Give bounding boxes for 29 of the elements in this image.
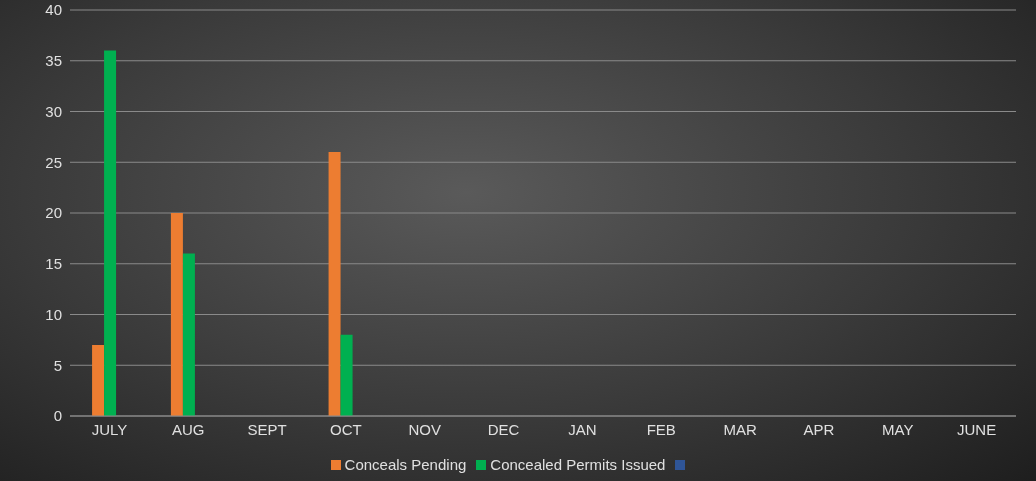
y-tick-label: 15 (45, 255, 62, 273)
x-tick-label: JULY (91, 420, 128, 438)
y-tick-label: 30 (45, 102, 62, 120)
bar (328, 152, 341, 416)
x-tick-label: OCT (330, 420, 362, 438)
y-tick-label: 0 (53, 407, 62, 425)
x-tick-label: FEB (646, 420, 676, 438)
x-tick-label: DEC (487, 420, 520, 438)
legend-label: Conceals Pending (344, 456, 467, 473)
x-tick-label: MAR (723, 420, 757, 438)
y-tick-label: 20 (45, 204, 62, 222)
bar (340, 334, 353, 416)
x-tick-label: JUNE (957, 420, 997, 438)
y-tick-label: 25 (45, 153, 62, 171)
y-tick-label: 10 (45, 305, 62, 323)
x-tick-label: NOV (408, 420, 442, 438)
bar (92, 344, 105, 416)
bar (170, 213, 183, 416)
y-tick-label: 40 (45, 1, 62, 19)
x-tick-label: APR (803, 420, 835, 438)
bar (182, 253, 195, 416)
y-tick-label: 5 (53, 356, 62, 374)
x-tick-label: MAY (882, 420, 914, 438)
x-tick-label: SEPT (247, 420, 287, 438)
bar (104, 50, 117, 416)
y-tick-label: 35 (45, 52, 62, 70)
x-tick-label: JAN (568, 420, 597, 438)
x-tick-label: AUG (171, 420, 205, 438)
legend-label: Concealed Permits Issued (490, 456, 666, 473)
